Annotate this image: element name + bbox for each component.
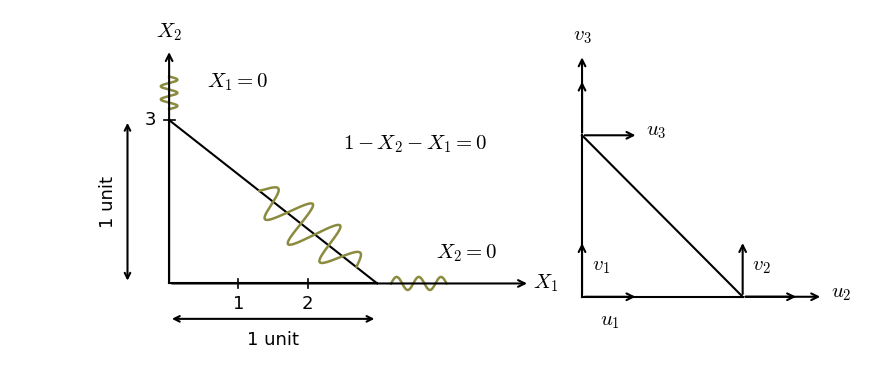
Text: 1 unit: 1 unit	[247, 331, 299, 349]
Text: $X_2 = 0$: $X_2 = 0$	[436, 243, 497, 264]
Text: $X_1 = 0$: $X_1 = 0$	[207, 71, 268, 93]
Text: $v_3$: $v_3$	[572, 26, 592, 46]
Text: 1: 1	[232, 295, 244, 313]
Text: 3: 3	[145, 111, 156, 129]
Text: 1 unit: 1 unit	[99, 176, 117, 228]
Text: $X_1$: $X_1$	[533, 273, 558, 294]
Text: $u_3$: $u_3$	[646, 121, 667, 141]
Text: $X_2$: $X_2$	[156, 21, 182, 43]
Text: $1 - X_2 - X_1 = 0$: $1 - X_2 - X_1 = 0$	[343, 134, 487, 156]
Text: 2: 2	[302, 295, 314, 313]
Text: $v_2$: $v_2$	[753, 256, 771, 276]
Text: $u_2$: $u_2$	[831, 283, 851, 303]
Text: $v_1$: $v_1$	[592, 256, 610, 276]
Text: $u_1$: $u_1$	[600, 311, 621, 331]
